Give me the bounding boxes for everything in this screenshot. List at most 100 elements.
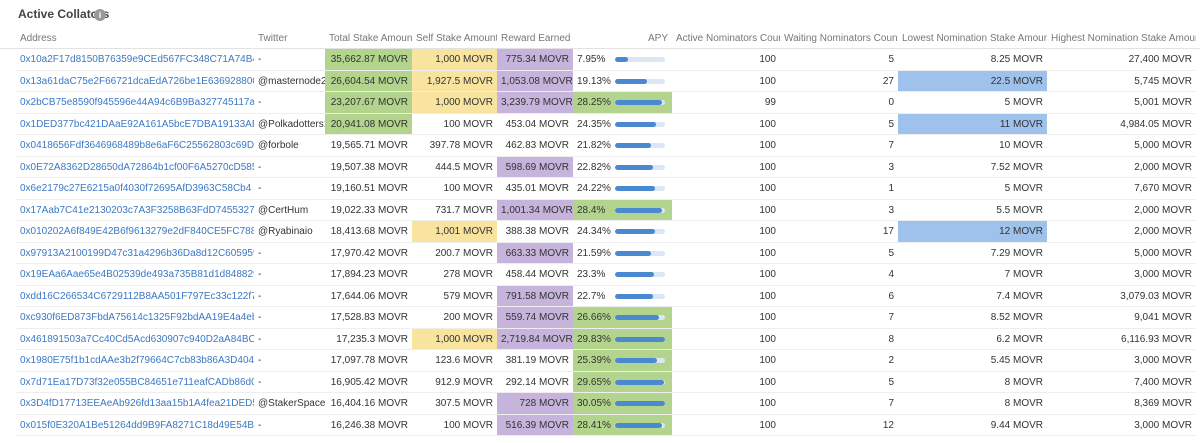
table-cell: 27 <box>780 71 898 92</box>
address-link[interactable]: 0x19EAa6Aae65e4B02539de493a735B81d1d8488… <box>16 264 254 286</box>
address-link[interactable]: 0x6e2179c27E6215a0f4030f72695AfD3963C58C… <box>16 178 254 200</box>
apy-cell: 25.39% <box>573 350 672 372</box>
table-cell: 7 <box>780 135 898 157</box>
table-cell: 100 <box>672 71 780 92</box>
apy-bar <box>615 207 663 213</box>
apy-bar <box>615 422 663 428</box>
address-link[interactable]: 0x7d71Ea17D73f32e055BC84651e711eafCADb86… <box>16 372 254 393</box>
table-cell: @CertHum <box>254 200 325 221</box>
address-link[interactable]: 0xc930f6ED873FbdA75614c1325F92bdAA19E4a4… <box>16 307 254 329</box>
table-cell: - <box>254 350 325 372</box>
address-link[interactable]: 0x10a2F17d8150B76359e9CEd567FC348C71A74B… <box>16 49 254 71</box>
table-cell: 0 <box>780 92 898 114</box>
table-cell: 3 <box>780 157 898 178</box>
apy-track <box>615 379 665 385</box>
address-link[interactable]: 0x1DED377bc421DAaE92A161A5bcE7DBA19133AB… <box>16 114 254 135</box>
table-cell: 516.39 MOVR <box>497 414 573 436</box>
table-cell: 7 <box>780 307 898 329</box>
apy-track <box>615 401 665 406</box>
table-cell: 26,604.54 MOVR <box>325 70 412 92</box>
apy-cell: 22.82% <box>573 157 672 178</box>
column-header: Lowest Nomination Stake Amount <box>902 33 1047 44</box>
table-cell: 388.38 MOVR <box>497 221 573 243</box>
table-cell: 8.52 MOVR <box>898 307 1047 329</box>
table-cell: 6 <box>780 286 898 307</box>
table-cell: 2,000 MOVR <box>1047 157 1196 178</box>
table-cell: 5 <box>780 243 898 264</box>
address-link[interactable]: 0x015f0E320A1Be51264dd9B9FA8271C18d49E54… <box>16 415 254 436</box>
apy-bar <box>615 250 651 256</box>
table-cell: 200 MOVR <box>412 307 497 329</box>
table-cell: 462.83 MOVR <box>497 135 573 157</box>
apy-track <box>615 186 665 191</box>
column-header: Total Stake Amount <box>329 33 412 44</box>
column-header: Twitter <box>258 33 288 44</box>
table-cell: - <box>254 49 325 71</box>
table-cell: 8.25 MOVR <box>898 49 1047 71</box>
info-icon[interactable]: i <box>94 9 106 21</box>
column-header: Self Stake Amount <box>416 33 497 44</box>
table-cell: 7.4 MOVR <box>898 286 1047 307</box>
table-cell: 1,000 MOVR <box>412 49 497 71</box>
apy-text: 28.41% <box>577 419 611 431</box>
table-cell: 5.5 MOVR <box>898 200 1047 221</box>
address-link[interactable]: 0x3D4fD17713EEAeAb926fd13aa15b1A4fea21DE… <box>16 393 254 415</box>
apy-bar <box>615 143 652 148</box>
column-header: Address <box>20 33 57 44</box>
apy-track <box>615 272 665 277</box>
address-link[interactable]: 0x0E72A8362D28650dA72864b1cf00F6A5270cD5… <box>16 157 254 178</box>
table-cell: 35,662.87 MOVR <box>325 49 412 71</box>
table-cell: 663.33 MOVR <box>497 242 573 264</box>
address-link[interactable]: 0x0418656Fdf3646968489b8e6aF6C25562803c6… <box>16 135 254 157</box>
table-cell: 8 MOVR <box>898 372 1047 393</box>
table-cell: 20,941.08 MOVR <box>325 113 412 135</box>
table-cell: - <box>254 92 325 114</box>
address-link[interactable]: 0x1980E75f1b1cdAAe3b2f79664C7cb83b86A3D4… <box>16 350 254 372</box>
table-cell: 11 MOVR <box>898 113 1047 135</box>
table-cell: 5,000 MOVR <box>1047 135 1196 157</box>
address-link[interactable]: 0x2bCB75e8590f945596e44A94c6B9Ba32774511… <box>16 92 254 114</box>
address-link[interactable]: 0x17Aab7C41e2130203c7A3F3258B63FdD745532… <box>16 200 254 221</box>
table-cell: 1,927.5 MOVR <box>412 70 497 92</box>
apy-text: 24.34% <box>577 226 611 237</box>
table-cell: - <box>254 286 325 307</box>
apy-bar <box>615 272 654 277</box>
apy-cell: 24.22% <box>573 178 672 200</box>
table-cell: 3,079.03 MOVR <box>1047 286 1196 307</box>
table-cell: 381.19 MOVR <box>497 350 573 372</box>
table-cell: 100 <box>672 329 780 350</box>
table-cell: 27,400 MOVR <box>1047 49 1196 71</box>
apy-track <box>615 293 665 299</box>
table-cell: 200.7 MOVR <box>412 243 497 264</box>
table-cell: 3,000 MOVR <box>1047 264 1196 286</box>
table-cell: 12 MOVR <box>898 221 1047 243</box>
table-cell: 100 <box>672 393 780 415</box>
apy-track <box>615 315 665 320</box>
address-link[interactable]: 0x97913A2100199D47c31a4296b36Da8d12C6059… <box>16 243 254 264</box>
apy-text: 22.7% <box>577 290 606 302</box>
apy-cell: 29.65% <box>573 371 672 393</box>
table-cell: 731.7 MOVR <box>412 200 497 221</box>
table-cell: 292.14 MOVR <box>497 372 573 393</box>
table-cell: 559.74 MOVR <box>497 307 573 329</box>
table-cell: 100 <box>672 415 780 436</box>
address-link[interactable]: 0x461891503a7Cc40Cd5Acd630907c940D2aA84B… <box>16 329 254 350</box>
header-divider <box>0 48 1200 49</box>
apy-cell: 28.41% <box>573 414 672 436</box>
address-link[interactable]: 0x010202A6f849E42B6f9613279e2dF840CE5FC7… <box>16 221 254 243</box>
table-cell: 1,053.08 MOVR <box>497 70 573 92</box>
apy-cell: 28.25% <box>573 92 672 114</box>
table-cell: 2 <box>780 350 898 372</box>
table-cell: 791.58 MOVR <box>497 285 573 307</box>
table-cell: 17,970.42 MOVR <box>325 243 412 264</box>
apy-track <box>615 422 665 428</box>
table-cell: 6.2 MOVR <box>898 329 1047 350</box>
table-cell: 100 <box>672 178 780 200</box>
table-cell: 444.5 MOVR <box>412 157 497 178</box>
address-link[interactable]: 0xdd16C266534C6729112B8AA501F797Ec33c122… <box>16 286 254 307</box>
address-link[interactable]: 0x13a61daC75e2F66721dcaEdA726be1E6369288… <box>16 71 254 92</box>
table-cell: - <box>254 157 325 178</box>
table-cell: 3,239.79 MOVR <box>497 92 573 114</box>
table-cell: 435.01 MOVR <box>497 178 573 200</box>
